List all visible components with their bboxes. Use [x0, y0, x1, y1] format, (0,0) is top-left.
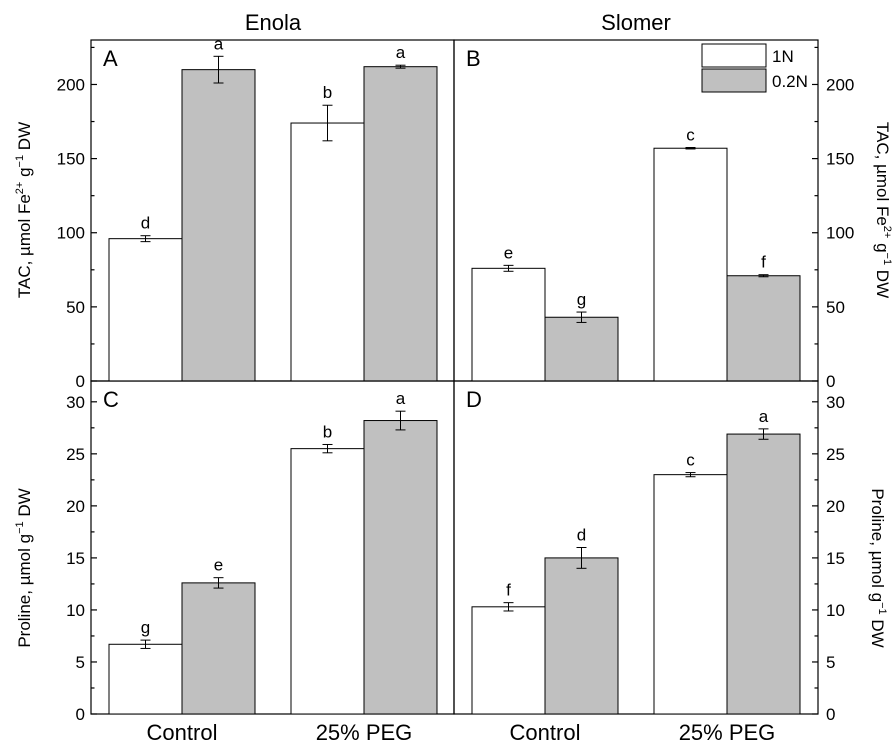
- significance-letter-c-1n-control: g: [141, 618, 150, 637]
- significance-letter-a-1n-25-peg: b: [323, 83, 332, 102]
- panel-letter-c: C: [103, 387, 119, 412]
- y-tick-label-c-15: 15: [66, 549, 85, 568]
- legend-label-0-2n: 0.2N: [772, 72, 808, 91]
- bar-a-0-2n-25-peg: [363, 66, 438, 382]
- bar-c-1n-25-peg: [290, 448, 365, 715]
- significance-letter-b-0-2n-control: g: [577, 290, 586, 309]
- y-tick-label-b-200: 200: [826, 75, 854, 94]
- y-tick-label-c-0: 0: [76, 705, 85, 724]
- y-tick-label-c-30: 30: [66, 393, 85, 412]
- significance-letter-a-1n-control: d: [141, 214, 150, 233]
- y-tick-label-d-25: 25: [826, 445, 845, 464]
- y-tick-label-d-30: 30: [826, 393, 845, 412]
- significance-letter-d-1n-control: f: [506, 581, 511, 600]
- y-tick-label-d-5: 5: [826, 653, 835, 672]
- y-tick-label-a-100: 100: [57, 224, 85, 243]
- column-title-slomer: Slomer: [601, 10, 671, 35]
- y-tick-label-c-5: 5: [76, 653, 85, 672]
- legend-label-1n: 1N: [772, 47, 794, 66]
- significance-letter-b-1n-25-peg: c: [686, 125, 695, 144]
- bar-b-1n-control: [471, 267, 546, 382]
- panel-letter-b: B: [466, 46, 481, 71]
- y-axis-label-tac-right: TAC, µmol Fe2+ g−1 DW: [873, 122, 893, 298]
- legend: 1N 0.2N: [701, 43, 808, 93]
- significance-letter-a-0-2n-25-peg: a: [396, 43, 406, 62]
- y-tick-label-c-20: 20: [66, 497, 85, 516]
- panel-letter-d: D: [466, 387, 482, 412]
- legend-swatch-1n: [701, 43, 767, 68]
- y-tick-label-b-0: 0: [826, 372, 835, 391]
- bar-d-0-2n-control: [544, 557, 619, 715]
- x-category-label-c-control: Control: [147, 720, 218, 745]
- y-tick-label-c-10: 10: [66, 601, 85, 620]
- bar-c-0-2n-control: [181, 582, 256, 715]
- significance-letter-d-0-2n-control: d: [577, 526, 586, 545]
- x-category-label-d-control: Control: [510, 720, 581, 745]
- y-tick-label-b-100: 100: [826, 224, 854, 243]
- significance-letter-d-0-2n-25-peg: a: [759, 407, 769, 426]
- bar-a-1n-control: [108, 238, 183, 382]
- significance-letter-c-0-2n-control: e: [214, 556, 223, 575]
- significance-letter-c-0-2n-25-peg: a: [396, 389, 406, 408]
- bar-b-0-2n-25-peg: [726, 275, 801, 382]
- y-axis-label-proline-left: Proline, µmol g−1 DW: [14, 488, 34, 647]
- bar-c-0-2n-25-peg: [363, 420, 438, 715]
- y-tick-label-b-150: 150: [826, 150, 854, 169]
- y-axis-label-proline-right: Proline, µmol g−1 DW: [868, 488, 888, 647]
- bar-b-1n-25-peg: [653, 147, 728, 382]
- y-tick-label-d-15: 15: [826, 549, 845, 568]
- significance-letter-c-1n-25-peg: b: [323, 422, 332, 441]
- y-tick-label-a-0: 0: [76, 372, 85, 391]
- bar-b-0-2n-control: [544, 316, 619, 382]
- x-category-label-d-25-peg: 25% PEG: [679, 720, 776, 745]
- bar-d-1n-control: [471, 606, 546, 715]
- significance-letter-d-1n-25-peg: c: [686, 451, 695, 470]
- y-axis-label-tac-left: TAC, µmol Fe2+ g−1 DW: [14, 122, 34, 298]
- significance-letter-b-0-2n-25-peg: f: [761, 253, 766, 272]
- legend-swatch-0-2n: [701, 68, 767, 93]
- y-tick-label-d-10: 10: [826, 601, 845, 620]
- y-tick-label-d-0: 0: [826, 705, 835, 724]
- bar-d-0-2n-25-peg: [726, 433, 801, 715]
- y-tick-label-a-50: 50: [66, 298, 85, 317]
- bar-d-1n-25-peg: [653, 474, 728, 715]
- column-title-enola: Enola: [245, 10, 302, 35]
- y-tick-label-d-20: 20: [826, 497, 845, 516]
- significance-letter-b-1n-control: e: [504, 243, 513, 262]
- significance-letter-a-0-2n-control: a: [214, 34, 224, 53]
- panel-letter-a: A: [103, 46, 118, 71]
- y-tick-label-b-50: 50: [826, 298, 845, 317]
- x-category-label-c-25-peg: 25% PEG: [316, 720, 413, 745]
- bar-a-1n-25-peg: [290, 122, 365, 382]
- bar-a-0-2n-control: [181, 69, 256, 382]
- y-tick-label-a-150: 150: [57, 150, 85, 169]
- bar-c-1n-control: [108, 643, 183, 715]
- panel-frame-d: [453, 380, 819, 715]
- y-tick-label-c-25: 25: [66, 445, 85, 464]
- y-tick-label-a-200: 200: [57, 75, 85, 94]
